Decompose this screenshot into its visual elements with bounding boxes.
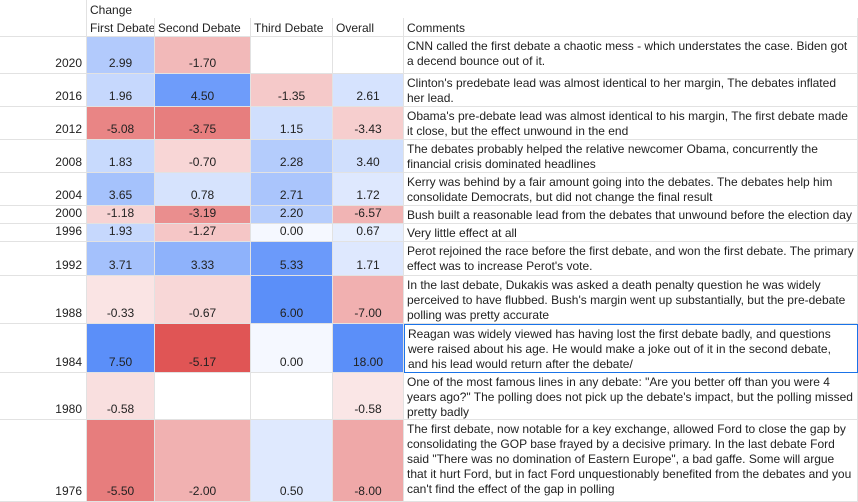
cell-comment[interactable]: Kerry was behind by a fair amount going …	[404, 173, 858, 206]
cell-overall[interactable]	[333, 37, 404, 74]
cell-first[interactable]: -0.58	[87, 373, 155, 420]
cell-third[interactable]: 1.15	[251, 107, 333, 140]
cell-comment[interactable]: Very little effect at all	[404, 224, 858, 242]
cell-comment[interactable]: One of the most famous lines in any deba…	[404, 373, 858, 420]
header-comments: Comments	[404, 18, 858, 37]
cell-overall[interactable]: -3.43	[333, 107, 404, 140]
cell-comment[interactable]: Reagan was widely viewed has having lost…	[404, 324, 858, 373]
cell-first[interactable]: 1.96	[87, 74, 155, 107]
cell-third[interactable]	[251, 373, 333, 420]
cell-second[interactable]: -0.67	[155, 276, 251, 324]
cell-second[interactable]: -5.17	[155, 324, 251, 373]
cell-comment[interactable]: The debates probably helped the relative…	[404, 140, 858, 173]
cell-first[interactable]: 1.83	[87, 140, 155, 173]
cell-first[interactable]: 3.65	[87, 173, 155, 206]
row-year: 2008	[0, 140, 87, 173]
cell-overall[interactable]: 3.40	[333, 140, 404, 173]
cell-first[interactable]: 1.93	[87, 224, 155, 242]
cell-third[interactable]: 2.28	[251, 140, 333, 173]
cell-overall[interactable]: 0.67	[333, 224, 404, 242]
cell-comment[interactable]: CNN called the first debate a chaotic me…	[404, 37, 858, 74]
cell-first[interactable]: 2.99	[87, 37, 155, 74]
cell-comment[interactable]: The first debate, now notable for a key …	[404, 420, 858, 502]
header-third-debate: Third Debate	[251, 18, 333, 37]
cell-first[interactable]: -0.33	[87, 276, 155, 324]
cell-second[interactable]: -3.19	[155, 206, 251, 224]
cell-third[interactable]: 5.33	[251, 242, 333, 276]
cell-second[interactable]: 0.78	[155, 173, 251, 206]
row-year: 1980	[0, 373, 87, 420]
cell-overall[interactable]: 1.71	[333, 242, 404, 276]
cell-second[interactable]: -0.70	[155, 140, 251, 173]
cell-third[interactable]: -1.35	[251, 74, 333, 107]
cell-second[interactable]: -3.75	[155, 107, 251, 140]
header-blank-corner	[0, 0, 87, 18]
cell-first[interactable]: -1.18	[87, 206, 155, 224]
row-year: 2012	[0, 107, 87, 140]
cell-third[interactable]: 0.50	[251, 420, 333, 502]
cell-first[interactable]: 3.71	[87, 242, 155, 276]
cell-overall[interactable]: 18.00	[333, 324, 404, 373]
cell-overall[interactable]: -8.00	[333, 420, 404, 502]
cell-second[interactable]: 4.50	[155, 74, 251, 107]
cell-second[interactable]: -1.27	[155, 224, 251, 242]
cell-overall[interactable]: -6.57	[333, 206, 404, 224]
cell-comment[interactable]: In the last debate, Dukakis was asked a …	[404, 276, 858, 324]
row-year: 2000	[0, 206, 87, 224]
cell-overall[interactable]: -0.58	[333, 373, 404, 420]
cell-overall[interactable]: 1.72	[333, 173, 404, 206]
header-first-debate: First Debate	[87, 18, 155, 37]
cell-first[interactable]: -5.08	[87, 107, 155, 140]
header-second-debate: Second Debate	[155, 18, 251, 37]
row-year: 1992	[0, 242, 87, 276]
cell-overall[interactable]: -7.00	[333, 276, 404, 324]
cell-third[interactable]: 0.00	[251, 224, 333, 242]
row-year: 1984	[0, 324, 87, 373]
row-year: 1976	[0, 420, 87, 502]
cell-third[interactable]: 2.20	[251, 206, 333, 224]
cell-overall[interactable]: 2.61	[333, 74, 404, 107]
cell-third[interactable]	[251, 37, 333, 74]
cell-comment[interactable]: Clinton's predebate lead was almost iden…	[404, 74, 858, 107]
cell-second[interactable]: 3.33	[155, 242, 251, 276]
row-year: 2020	[0, 37, 87, 74]
row-year: 1996	[0, 224, 87, 242]
header-overall: Overall	[333, 18, 404, 37]
cell-comment[interactable]: Obama's pre-debate lead was almost ident…	[404, 107, 858, 140]
header-change-label: Change	[90, 3, 133, 17]
cell-first[interactable]: 7.50	[87, 324, 155, 373]
cell-third[interactable]: 2.71	[251, 173, 333, 206]
cell-comment[interactable]: Bush built a reasonable lead from the de…	[404, 206, 858, 224]
cell-second[interactable]	[155, 373, 251, 420]
cell-third[interactable]: 6.00	[251, 276, 333, 324]
cell-first[interactable]: -5.50	[87, 420, 155, 502]
row-year: 1988	[0, 276, 87, 324]
row-year: 2016	[0, 74, 87, 107]
cell-comment[interactable]: Perot rejoined the race before the first…	[404, 242, 858, 276]
cell-second[interactable]: -1.70	[155, 37, 251, 74]
cell-second[interactable]: -2.00	[155, 420, 251, 502]
row-year: 2004	[0, 173, 87, 206]
cell-third[interactable]: 0.00	[251, 324, 333, 373]
header-year-blank	[0, 18, 87, 37]
